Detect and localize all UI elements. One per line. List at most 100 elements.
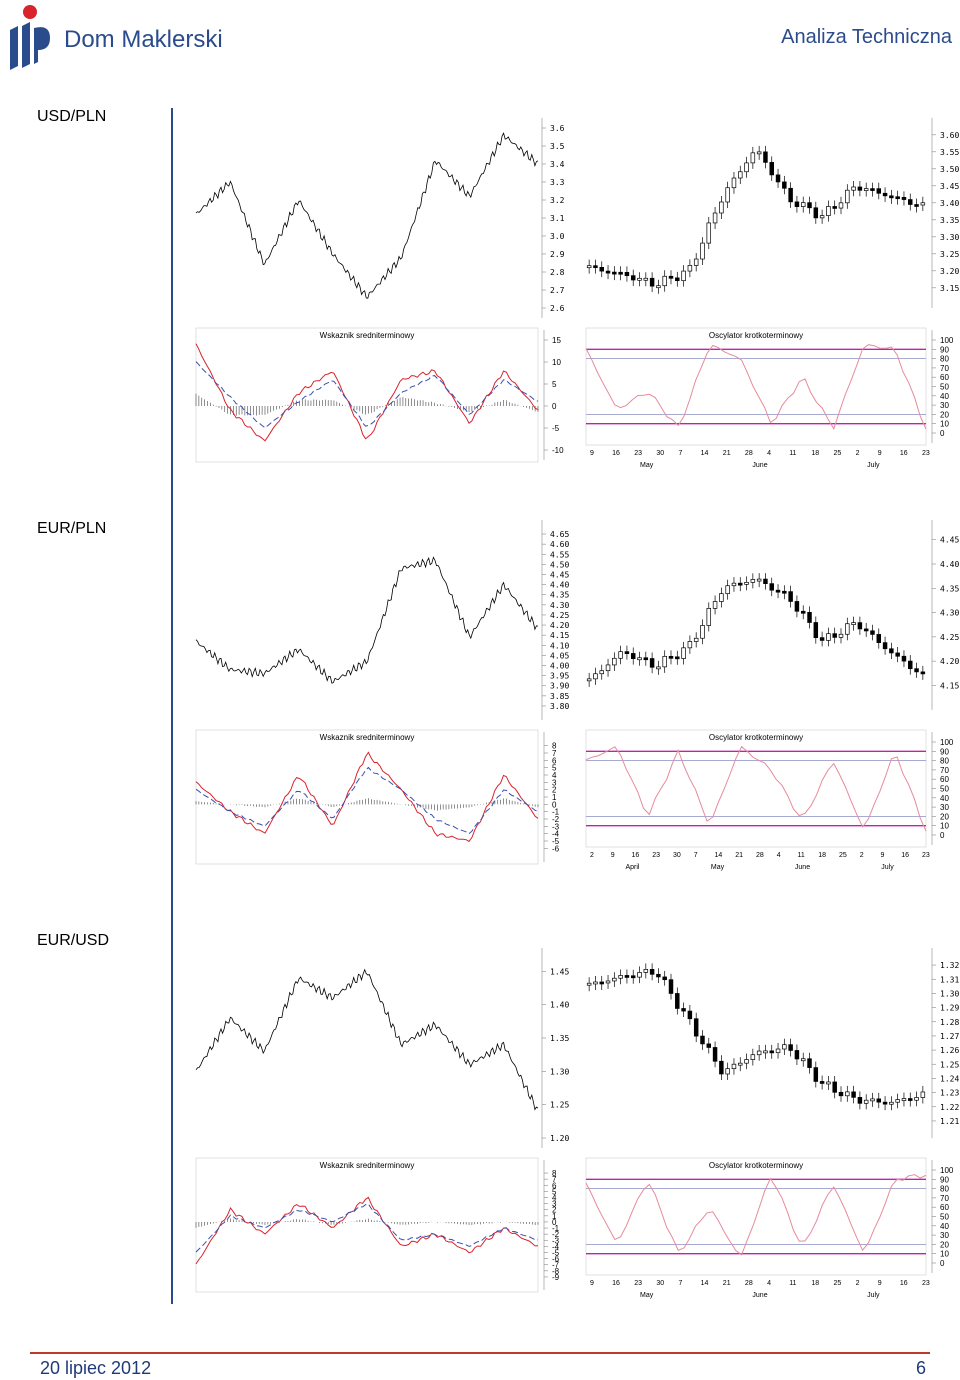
eurpln_short-candle-body [687, 641, 693, 649]
eurusd_short-candle-body [800, 1058, 806, 1062]
usdpln_osc-month-label: July [867, 462, 880, 469]
eurusd_osc-month-label: July [867, 1292, 880, 1299]
usdpln_short-candle-body [675, 277, 680, 282]
eurpln_macd-ytick-label: 8 [552, 742, 557, 751]
eurpln_short-candle-body [756, 578, 762, 582]
eurpln_short-candle-body [889, 648, 894, 654]
eurusd_short-candle-body [826, 1081, 831, 1085]
usdpln_short-candle-body [586, 265, 592, 269]
eurpln_short-candle-body [675, 656, 680, 660]
usdpln_short-candle-body [782, 181, 787, 189]
eurusd_short-ytick-label: 1.23 [940, 1089, 959, 1098]
eurpln_osc-xtick-label: 11 [798, 852, 805, 859]
eurpln_macd-ytick-label: 5 [552, 764, 557, 773]
usdpln_short-candle-body [838, 202, 844, 209]
eurpln_osc-xtick-label: 9 [881, 852, 885, 859]
eurpln_osc-ytick-label: 50 [940, 785, 949, 794]
eurpln_macd-ytick-label: -5 [552, 837, 560, 846]
eurusd_osc-ytick-label: 10 [940, 1250, 949, 1259]
eurusd_short-ytick-label: 1.32 [940, 961, 959, 970]
usdpln_osc-ytick-label: 60 [940, 373, 949, 382]
eurusd_osc-xtick-label: 7 [679, 1280, 683, 1287]
usdpln_short-candle-body [725, 187, 730, 203]
eurusd_short-candle-body [756, 1050, 762, 1056]
eurpln_short-ytick-label: 4.35 [940, 584, 959, 593]
eurpln_macd-ytick-label: 7 [552, 749, 557, 758]
eurusd_short-ytick-label: 1.25 [940, 1060, 959, 1069]
eurpln_osc-title: Oscylator krotkoterminowy [709, 733, 803, 742]
usdpln_short-candle-body [863, 188, 869, 191]
eurusd_short-candle-body [763, 1050, 768, 1054]
eurusd_long-ytick-label: 1.45 [550, 967, 569, 976]
usdpln_short-candle-body [832, 206, 837, 209]
eurusd_short-candle-body [656, 973, 661, 978]
eurpln_short-candle-body [605, 664, 611, 672]
eurpln_osc-xtick-label: 23 [652, 852, 660, 859]
eurpln_long-ytick-label: 4.25 [550, 611, 569, 620]
eurpln_long-ytick-label: 3.80 [550, 702, 569, 711]
eurusd_short-candle-body [662, 976, 667, 981]
eurusd_short-candle-body [782, 1044, 787, 1050]
usdpln_short-candle-body [813, 207, 819, 219]
usdpln_short-candle-body [775, 174, 781, 183]
eurusd_osc-frame [585, 1157, 927, 1276]
eurpln_long-ytick-label: 4.15 [550, 631, 569, 640]
eurusd_short-candle-body [719, 1060, 724, 1075]
usdpln_osc-xtick-label: 16 [612, 450, 620, 457]
eurpln_short-candle-body [826, 633, 831, 641]
eurpln_osc-ytick-label: 0 [940, 831, 945, 840]
eurpln_long-ytick-label: 4.05 [550, 651, 569, 660]
eurusd_short-candle-body [744, 1059, 749, 1064]
usdpln_short-candle-body [914, 204, 919, 207]
eurusd_osc-xtick-label: 9 [878, 1280, 882, 1287]
usdpln_short-ytick-label: 3.35 [940, 216, 959, 225]
eurusd_macd-macd-line [195, 1196, 539, 1265]
eurpln_long-price-line [195, 556, 539, 684]
eurpln_osc-xtick-label: 23 [922, 852, 930, 859]
eurusd_short-candle-body [637, 972, 642, 978]
usdpln_short-ytick-label: 3.60 [940, 131, 959, 140]
usdpln_short-candle-body [637, 277, 642, 281]
usdpln_osc-month-label: May [640, 462, 654, 469]
eurpln_macd-ytick-label: 2 [552, 786, 557, 795]
eurpln_osc-xtick-label: 28 [756, 852, 764, 859]
eurpln_short-candle-body [630, 653, 636, 659]
usdpln_long-ytick-label: 3.6 [550, 124, 565, 133]
usdpln_short-ytick-label: 3.45 [940, 182, 959, 191]
eurusd_macd-ytick-label: 7 [552, 1175, 557, 1184]
report-title: Analiza Techniczna [781, 26, 952, 48]
eurusd_short-ytick-label: 1.29 [940, 1004, 959, 1013]
eurusd_short-candle-body [668, 979, 674, 994]
usdpln_short-candle-body [889, 195, 894, 199]
eurpln_long-ytick-label: 4.20 [550, 621, 569, 630]
pair-label-eurpln: EUR/PLN [37, 520, 107, 537]
eurusd_short-candle-body [908, 1098, 913, 1101]
usdpln_short-candle-body [763, 151, 768, 163]
eurusd_short-candle-body [599, 981, 604, 985]
usdpln_osc-frame [585, 327, 927, 446]
usdpln_osc-xtick-label: 14 [701, 450, 709, 457]
usdpln_osc-xtick-label: 4 [767, 450, 771, 457]
eurusd_short-candle-body [889, 1101, 894, 1105]
usdpln_short-candle-body [618, 271, 623, 275]
usdpln_short-candle-body [693, 258, 699, 266]
usdpln_long-ytick-label: 2.7 [550, 286, 565, 295]
eurusd_macd-ytick-label: 4 [552, 1194, 557, 1203]
usdpln_macd-title: Wskaznik sredniterminowy [320, 331, 415, 340]
eurpln_short-candle-body [668, 655, 674, 659]
eurusd_long-ytick-label: 1.30 [550, 1067, 569, 1076]
eurpln_osc-xtick-label: 14 [715, 852, 723, 859]
eurusd_short-candle-body [901, 1098, 907, 1101]
eurpln_short-candle-body [586, 678, 592, 682]
eurusd_macd-ytick-label: 6 [552, 1181, 557, 1190]
eurpln_short-candle-body [624, 651, 630, 654]
usdpln_short-candle-body [870, 188, 875, 191]
usdpln_osc-xtick-label: 23 [922, 450, 930, 457]
eurpln_short-candle-body [813, 622, 819, 638]
eurusd_macd-ytick-label: -1 [552, 1224, 560, 1233]
eurpln_short-ytick-label: 4.45 [940, 536, 959, 545]
eurpln_long-ytick-label: 4.55 [550, 550, 569, 559]
usdpln_long-ytick-label: 3.3 [550, 178, 565, 187]
eurpln_macd-ytick-label: 4 [552, 771, 557, 780]
eurpln_short-candle-body [782, 590, 787, 594]
